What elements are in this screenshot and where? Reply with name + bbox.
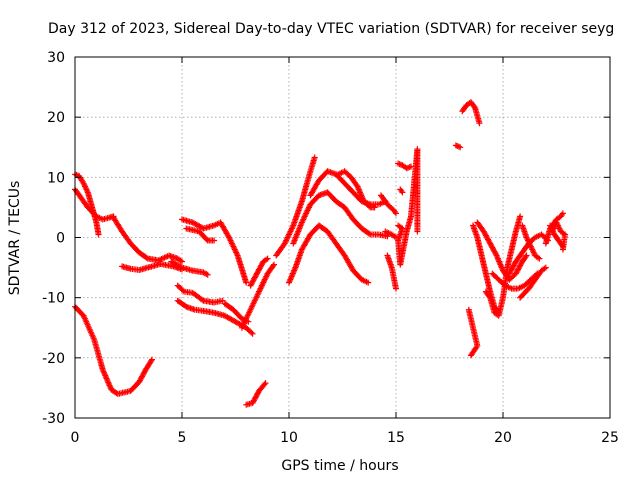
series-arc-01: [72, 303, 155, 397]
series-arc-34: [517, 264, 549, 301]
x-tick-label: 25: [601, 430, 619, 446]
data-point: [542, 264, 549, 271]
data-point: [522, 253, 529, 260]
data-point: [399, 189, 406, 196]
series-arc-12: [238, 261, 277, 331]
data-point: [143, 254, 150, 261]
data-point: [559, 246, 566, 253]
series-arc-13: [243, 380, 269, 408]
y-axis-title: SDTVAR / TECUs: [7, 181, 23, 296]
data-point: [523, 252, 530, 259]
data-point: [271, 261, 277, 268]
series-arc-06: [168, 258, 211, 278]
series-arc-26: [452, 142, 464, 151]
y-tick-label: -10: [42, 291, 65, 307]
data-point: [179, 258, 185, 265]
y-tick-label: -30: [42, 411, 65, 427]
data-point: [476, 120, 483, 127]
series-arc-03: [72, 186, 117, 223]
data-point: [148, 357, 155, 364]
data-point: [262, 380, 269, 387]
x-tick-label: 15: [387, 430, 405, 446]
series-arc-08: [183, 225, 218, 244]
series-arc-04: [110, 214, 185, 265]
data-point: [536, 255, 543, 262]
series-arc-21: [384, 252, 399, 292]
data-series: [72, 99, 569, 408]
data-point: [486, 293, 493, 300]
series-arc-09: [174, 282, 226, 306]
axis-ticks: 0 5 10 15 20 25 -30 -20 -10 0 10 20 30: [42, 50, 619, 446]
data-point: [366, 230, 373, 237]
data-point: [371, 204, 378, 211]
chart-title: Day 312 of 2023, Sidereal Day-to-day VTE…: [48, 21, 614, 37]
x-axis-title: GPS time / hours: [281, 458, 398, 474]
y-tick-label: -20: [42, 351, 65, 367]
data-point: [467, 352, 474, 359]
x-tick-label: 20: [494, 430, 512, 446]
data-point: [516, 263, 523, 270]
series-arc-16: [286, 222, 372, 286]
data-point: [517, 213, 524, 220]
data-point: [261, 381, 268, 388]
series-arc-15: [273, 154, 318, 259]
y-tick-label: 10: [47, 170, 65, 186]
data-point: [203, 236, 210, 243]
data-point: [471, 103, 478, 110]
series-arc-38: [549, 219, 569, 253]
y-tick-label: 0: [56, 231, 65, 247]
series-arc-35: [519, 222, 543, 262]
series-arc-19: [335, 168, 378, 211]
data-point: [393, 210, 399, 217]
data-point: [204, 271, 211, 278]
series-arc-23: [395, 160, 414, 172]
series-arc-27: [459, 99, 483, 127]
series-arc-17: [290, 189, 391, 247]
data-point: [414, 228, 421, 235]
x-tick-label: 10: [280, 430, 298, 446]
y-tick-label: 30: [47, 50, 65, 66]
data-point: [95, 231, 102, 238]
series-arc-30: [465, 306, 481, 359]
data-point: [365, 279, 372, 286]
data-point: [311, 154, 318, 161]
data-point: [249, 330, 256, 337]
data-point: [468, 351, 475, 358]
series-arc-28: [470, 222, 502, 316]
data-point: [393, 285, 399, 292]
series-arc-07: [179, 216, 250, 286]
series-arc-24: [397, 186, 406, 196]
grid: [75, 57, 610, 418]
data-point: [199, 296, 206, 303]
series-arc-10: [174, 297, 256, 337]
data-point: [492, 251, 499, 258]
data-point: [149, 356, 155, 363]
data-point: [243, 279, 250, 286]
y-tick-label: 20: [47, 110, 65, 126]
series-arc-14: [247, 255, 271, 289]
data-point: [457, 144, 464, 151]
data-point: [366, 203, 372, 210]
series-arc-25: [395, 146, 421, 268]
data-point: [559, 210, 566, 217]
data-point: [211, 237, 218, 244]
data-point: [264, 255, 271, 262]
data-point: [270, 262, 277, 269]
series-arc-31: [482, 213, 524, 319]
x-tick-label: 0: [71, 430, 80, 446]
data-point: [248, 329, 255, 336]
series-arc-22: [378, 192, 399, 217]
x-tick-label: 5: [178, 430, 187, 446]
data-point: [177, 263, 184, 270]
data-point: [541, 265, 548, 272]
